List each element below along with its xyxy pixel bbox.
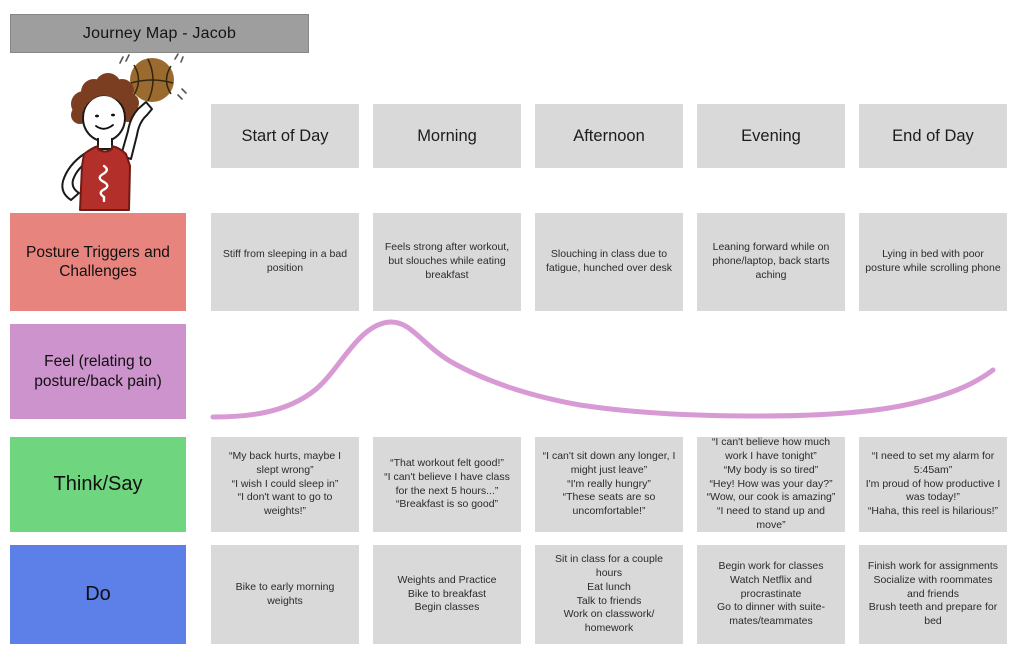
cell-think-start-of-day: “My back hurts, maybe I slept wrong” “I … — [211, 437, 359, 532]
feel-curve — [210, 319, 996, 420]
cell-think-evening: “I can't believe how much work I have to… — [697, 436, 845, 532]
row-label-think-say: Think/Say — [10, 437, 186, 532]
column-header-morning: Morning — [373, 104, 521, 168]
cell-think-afternoon: “I can't sit down any longer, I might ju… — [535, 437, 683, 532]
cell-do-morning: Weights and Practice Bike to breakfast B… — [373, 545, 521, 644]
title-bar: Journey Map - Jacob — [10, 14, 309, 53]
column-header-afternoon: Afternoon — [535, 104, 683, 168]
jacob-illustration — [61, 53, 187, 211]
cell-do-end-of-day: Finish work for assignments Socialize wi… — [859, 545, 1007, 644]
boy-figure — [61, 73, 153, 211]
column-header-evening: Evening — [697, 104, 845, 168]
cell-think-morning: “That workout felt good!” “I can't belie… — [373, 437, 521, 532]
column-header-end-of-day: End of Day — [859, 104, 1007, 168]
cell-do-start-of-day: Bike to early morning weights — [211, 545, 359, 644]
page-title: Journey Map - Jacob — [82, 24, 237, 42]
basketball-icon — [130, 58, 174, 102]
basketball-motion-marks — [119, 53, 187, 100]
cell-do-evening: Begin work for classes Watch Netflix and… — [697, 545, 845, 644]
jersey-logo — [98, 164, 109, 203]
row-label-do: Do — [10, 545, 186, 644]
row-label-triggers: Posture Triggers and Challenges — [10, 213, 186, 311]
cell-triggers-afternoon: Slouching in class due to fatigue, hunch… — [535, 213, 683, 311]
row-label-feel: Feel (relating to posture/back pain) — [10, 324, 186, 419]
cell-think-end-of-day: “I need to set my alarm for 5:45am” I'm … — [859, 437, 1007, 532]
face-features — [95, 113, 115, 130]
column-header-start-of-day: Start of Day — [211, 104, 359, 168]
cell-triggers-evening: Leaning forward while on phone/laptop, b… — [697, 213, 845, 311]
cell-triggers-morning: Feels strong after workout, but slouches… — [373, 213, 521, 311]
feel-curve-line — [210, 319, 996, 420]
jersey — [79, 145, 131, 211]
cell-do-afternoon: Sit in class for a couple hours Eat lunc… — [535, 545, 683, 644]
cell-triggers-start-of-day: Stiff from sleeping in a bad position — [211, 213, 359, 311]
cell-triggers-end-of-day: Lying in bed with poor posture while scr… — [859, 213, 1007, 311]
